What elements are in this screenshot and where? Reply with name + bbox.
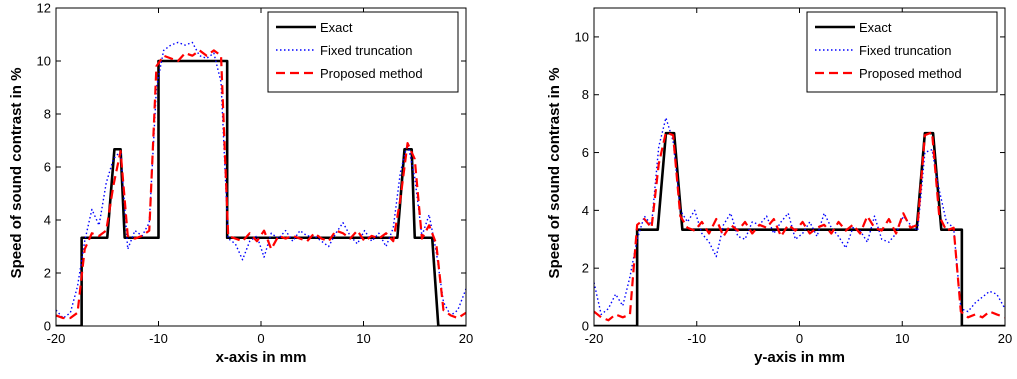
y-tick-label: 6	[582, 145, 589, 160]
legend-box	[267, 11, 459, 93]
chart-panel-2: -20 -10 0 10 20 0 2 4 6 8 10 y-axis in mm Speed of s…	[546, 7, 1012, 366]
x-tick-label: -20	[585, 331, 604, 346]
y-tick-label: 6	[44, 160, 51, 175]
x-tick-label: -10	[687, 331, 706, 346]
x-axis-title: x-axis in mm	[216, 349, 307, 366]
y-tick-label: 10	[575, 29, 589, 44]
x-tick-label: 20	[998, 331, 1012, 346]
legend-label: Proposed method	[859, 66, 962, 81]
y-tick-label: 4	[582, 203, 589, 218]
x-tick-label: -20	[47, 331, 66, 346]
y-tick-label: 8	[44, 107, 51, 122]
x-tick-label: 20	[459, 331, 473, 346]
x-tick-label: -10	[149, 331, 168, 346]
legend-label: Exact	[859, 20, 892, 35]
legend-label: Fixed truncation	[320, 43, 413, 58]
y-tick-label: 0	[582, 319, 589, 334]
x-tick-label: 0	[796, 331, 803, 346]
y-tick-label: 2	[582, 261, 589, 276]
series-line-fixed-truncation	[594, 117, 1005, 316]
series-line-exact	[56, 59, 466, 326]
series-line-proposed-method	[56, 49, 466, 320]
series-line-proposed-method	[594, 131, 1005, 322]
y-tick-label: 12	[37, 1, 51, 16]
series-line-fixed-truncation	[56, 41, 466, 319]
y-tick-label: 10	[37, 54, 51, 69]
x-tick-label: 0	[257, 331, 264, 346]
legend: Exact Fixed truncation Proposed method	[267, 11, 459, 93]
x-tick-label: 10	[895, 331, 909, 346]
series-line-exact	[594, 131, 1005, 326]
y-tick-label: 8	[582, 87, 589, 102]
x-axis-title: y-axis in mm	[754, 349, 845, 366]
legend-label: Exact	[320, 20, 353, 35]
y-tick-label: 0	[44, 319, 51, 334]
y-tick-label: 4	[44, 213, 51, 228]
x-tick-label: 10	[356, 331, 370, 346]
y-axis-title: Speed of sound contrast in %	[8, 68, 25, 279]
chart-panel-1: -20 -10 0 10 20 0 2 4 6 8 10 12 x-axis in mm Speed of…	[8, 1, 473, 367]
legend-label: Proposed method	[320, 66, 423, 81]
legend-box	[806, 11, 998, 93]
y-tick-label: 2	[44, 266, 51, 281]
legend-label: Fixed truncation	[859, 43, 952, 58]
legend: Exact Fixed truncation Proposed method	[806, 11, 998, 93]
y-axis-title: Speed of sound contrast in %	[546, 68, 563, 279]
